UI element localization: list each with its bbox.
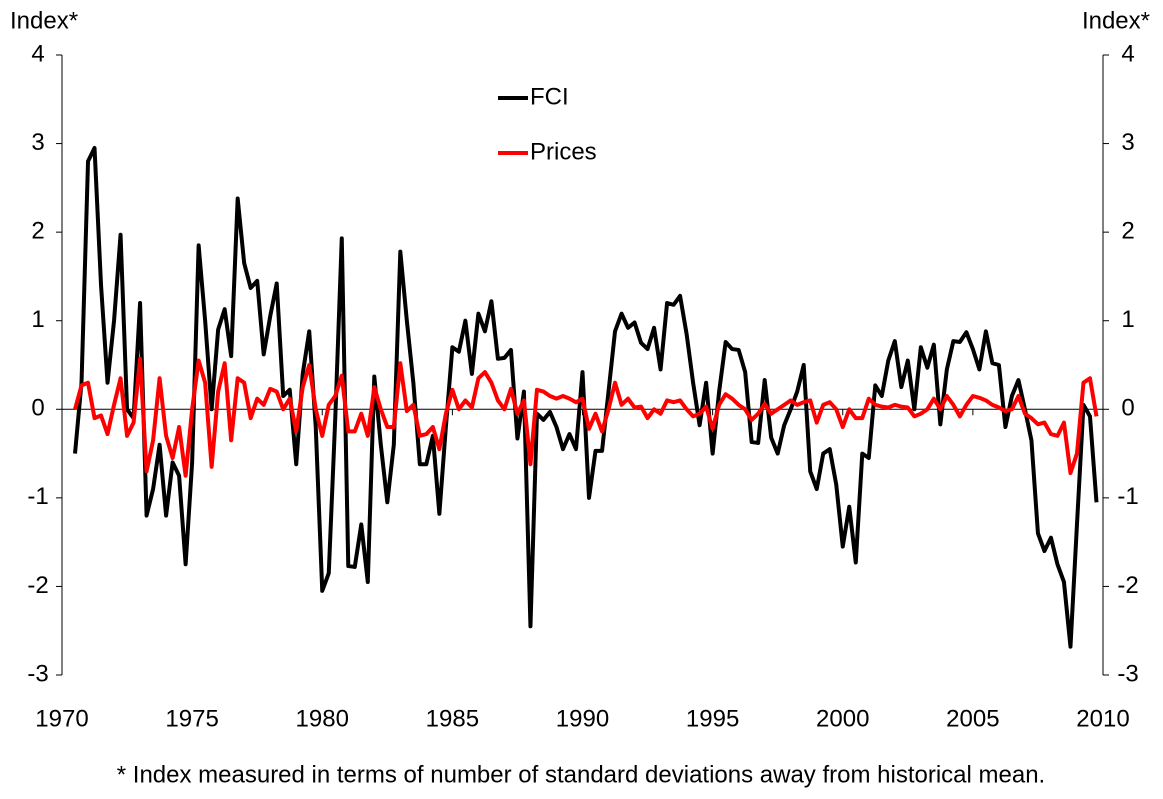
y-tick-label: 1 (31, 306, 44, 333)
y-tick-label: 0 (31, 395, 44, 422)
x-tick-label: 1980 (296, 705, 349, 732)
y2-tick-label: 1 (1121, 306, 1134, 333)
x-tick-label: 1985 (426, 705, 479, 732)
x-tick-label: 1990 (556, 705, 609, 732)
y2-tick-label: -2 (1117, 572, 1138, 599)
y2-tick-label: 0 (1121, 395, 1134, 422)
y2-tick-label: 4 (1121, 40, 1134, 67)
series-line (73, 356, 1099, 478)
x-tick-label: 2010 (1076, 705, 1129, 732)
y2-tick-label: 2 (1121, 217, 1134, 244)
legend-label: Prices (530, 138, 597, 165)
x-tick-label: 1975 (165, 705, 218, 732)
y-tick-label: -3 (27, 660, 48, 687)
y-tick-label: -2 (27, 572, 48, 599)
y2-tick-label: 3 (1121, 129, 1134, 156)
y-tick-label: 4 (31, 40, 44, 67)
y2-tick-label: -3 (1117, 660, 1138, 687)
y-tick-label: 2 (31, 217, 44, 244)
x-tick-label: 2000 (816, 705, 869, 732)
legend-label: FCI (530, 83, 569, 110)
series-line (73, 146, 1099, 649)
y-tick-label: 3 (31, 129, 44, 156)
y2-tick-label: -1 (1117, 483, 1138, 510)
x-tick-label: 2005 (946, 705, 999, 732)
x-tick-label: 1970 (35, 705, 88, 732)
x-tick-label: 1995 (686, 705, 739, 732)
y-tick-label: -1 (27, 483, 48, 510)
y-axis-label: Index* (10, 7, 78, 34)
footnote: * Index measured in terms of number of s… (117, 761, 1045, 788)
y2-axis-label: Index* (1082, 7, 1150, 34)
